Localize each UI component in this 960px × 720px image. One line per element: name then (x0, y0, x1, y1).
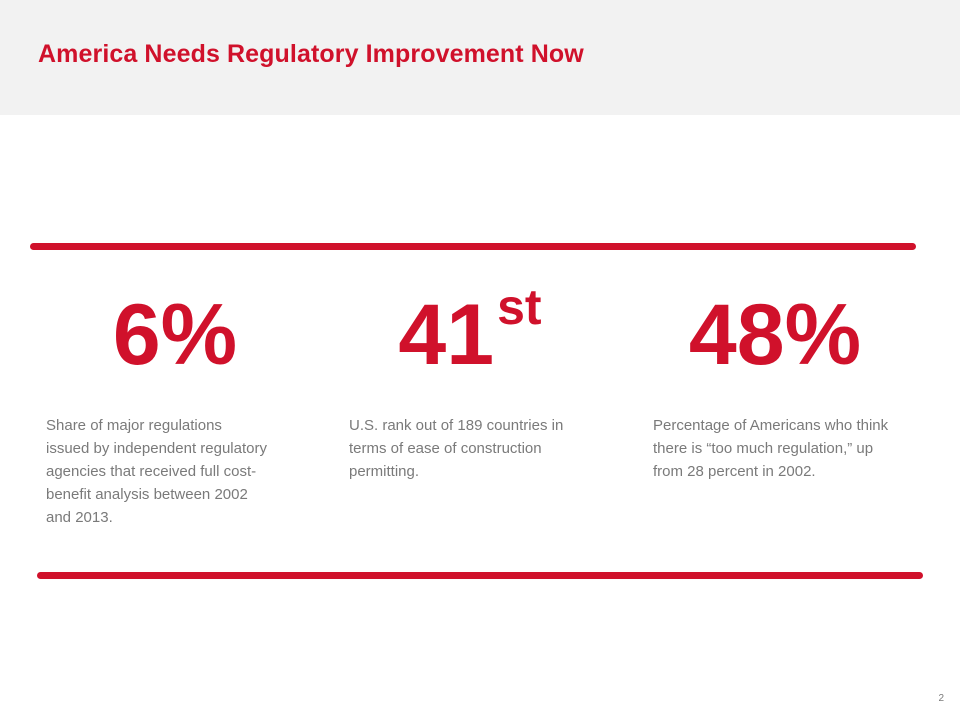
stat-description-2: U.S. rank out of 189 countries in terms … (349, 417, 564, 480)
header-band (0, 0, 960, 115)
stat-number-3: 48% (688, 287, 862, 383)
stat-description-3: Percentage of Americans who think there … (653, 417, 889, 480)
stat-description-1: Share of major regulations issued by ind… (46, 417, 267, 526)
stat-ordinal-suffix: st (497, 279, 542, 335)
stat-value-2: 41st (355, 282, 585, 383)
stat-number-2: 41 (398, 287, 495, 383)
stat-value-3: 48% (660, 290, 890, 380)
stat-number-1: 6% (112, 287, 238, 383)
bottom-divider (37, 572, 923, 579)
top-divider (30, 243, 916, 250)
page-number: 2 (938, 693, 944, 704)
stat-value-1: 6% (60, 290, 290, 380)
slide-title: America Needs Regulatory Improvement Now (38, 40, 584, 68)
